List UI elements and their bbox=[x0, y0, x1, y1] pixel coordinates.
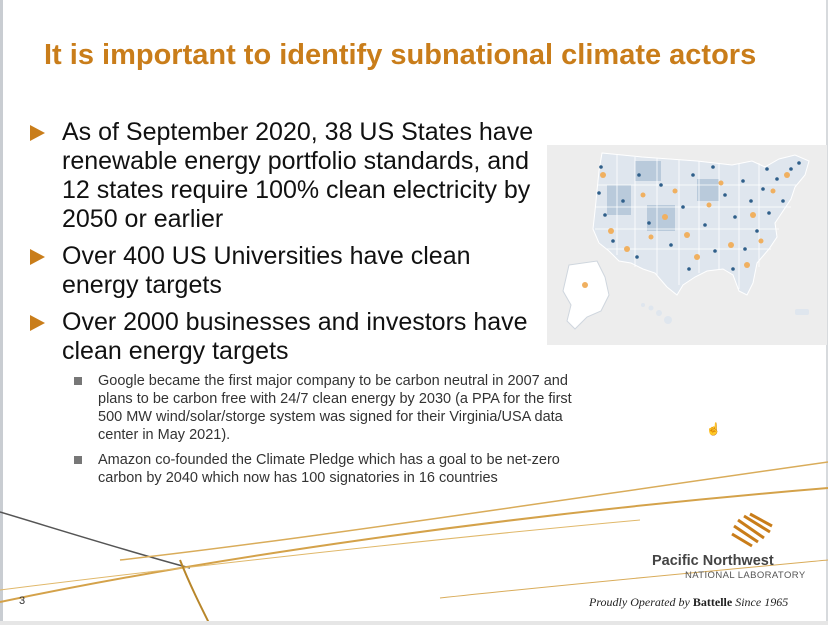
square-bullet-icon bbox=[74, 456, 82, 464]
map-puerto-rico bbox=[795, 309, 809, 315]
bullet-arrow-icon bbox=[30, 249, 45, 265]
map-dots-orange bbox=[582, 172, 790, 288]
tagline-prefix: Proudly Operated by bbox=[589, 595, 690, 609]
window-edge-right bbox=[826, 0, 828, 625]
tagline-suffix: Since 1965 bbox=[735, 595, 789, 609]
pnnl-logo-icon bbox=[731, 512, 773, 548]
sub-bullet-list: Google became the first major company to… bbox=[72, 372, 572, 494]
swoosh-gold-line bbox=[0, 519, 641, 591]
sub-bullet-item: Google became the first major company to… bbox=[72, 372, 572, 444]
bullet-list: As of September 2020, 38 US States have … bbox=[28, 118, 538, 374]
window-edge-left bbox=[0, 0, 3, 625]
map-state-highlight bbox=[607, 185, 631, 215]
sub-bullet-text: Google became the first major company to… bbox=[98, 373, 572, 443]
map-state-highlight bbox=[635, 161, 661, 181]
bullet-item: Over 2000 businesses and investors have … bbox=[28, 308, 538, 366]
map-dots-blue bbox=[597, 161, 801, 271]
bullet-item: Over 400 US Universities have clean ener… bbox=[28, 242, 538, 300]
slide-title: It is important to identify subnational … bbox=[44, 39, 757, 71]
map-hawaii bbox=[641, 303, 672, 324]
hand-cursor-icon: ☝ bbox=[706, 422, 721, 436]
map-alaska bbox=[562, 260, 610, 330]
bullet-arrow-icon bbox=[30, 315, 45, 331]
logo-subtitle: NATIONAL LABORATORY bbox=[685, 570, 806, 581]
tagline-brand: Battelle bbox=[692, 595, 733, 609]
sub-bullet-text: Amazon co-founded the Climate Pledge whi… bbox=[98, 452, 560, 486]
bullet-item: As of September 2020, 38 US States have … bbox=[28, 118, 538, 234]
logo-name: Pacific Northwest bbox=[652, 553, 774, 569]
bullet-text: As of September 2020, 38 US States have … bbox=[62, 118, 534, 233]
bullet-text: Over 2000 businesses and investors have … bbox=[62, 308, 528, 365]
sub-bullet-item: Amazon co-founded the Climate Pledge whi… bbox=[72, 451, 572, 487]
swoosh-gold-line bbox=[179, 559, 211, 625]
map-state-highlight bbox=[647, 205, 675, 231]
window-edge-bottom bbox=[0, 621, 828, 625]
map-us-mainland bbox=[592, 152, 810, 296]
map-state-borders bbox=[595, 155, 797, 289]
us-map-image bbox=[547, 145, 827, 345]
map-state-highlight bbox=[697, 179, 719, 201]
bullet-arrow-icon bbox=[30, 125, 45, 141]
swoosh-gold-line bbox=[0, 487, 828, 603]
swoosh-gray-line bbox=[0, 511, 191, 569]
battelle-tagline: Proudly Operated by Battelle Since 1965 bbox=[589, 595, 788, 610]
bullet-text: Over 400 US Universities have clean ener… bbox=[62, 242, 471, 299]
square-bullet-icon bbox=[74, 377, 82, 385]
page-number: 3 bbox=[19, 595, 26, 607]
